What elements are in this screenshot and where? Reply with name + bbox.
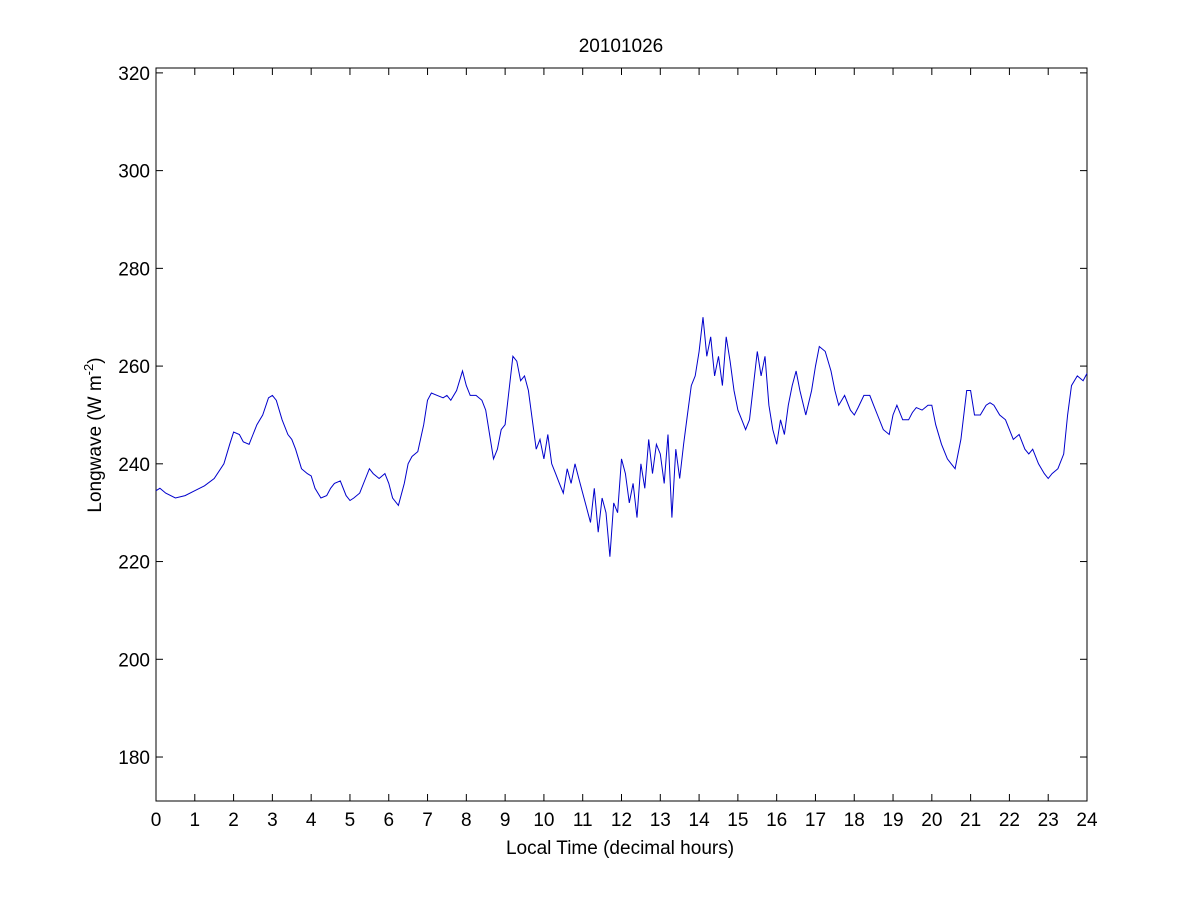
x-tick-label: 19 <box>882 810 903 831</box>
y-tick-label: 220 <box>118 553 150 574</box>
x-tick-label: 12 <box>611 810 632 831</box>
x-tick-label: 18 <box>844 810 865 831</box>
x-tick-label: 24 <box>1076 810 1098 831</box>
chart-title: 20101026 <box>579 36 664 57</box>
y-axis-label: Longwave (W m-2) <box>81 357 106 512</box>
x-tick-label: 6 <box>383 810 394 831</box>
x-tick-label: 1 <box>190 810 201 831</box>
y-tick-label: 280 <box>118 259 150 280</box>
x-tick-label: 7 <box>422 810 433 831</box>
y-tick-label: 200 <box>118 650 150 671</box>
x-axis-label: Local Time (decimal hours) <box>506 838 734 859</box>
x-tick-label: 4 <box>306 810 317 831</box>
x-tick-label: 13 <box>650 810 671 831</box>
y-axis-label-main: Longwave (W m <box>85 375 106 512</box>
x-tick-label: 5 <box>345 810 356 831</box>
x-tick-label: 16 <box>766 810 787 831</box>
x-tick-label: 22 <box>999 810 1020 831</box>
y-axis-label-suffix: ) <box>85 357 106 363</box>
x-tick-label: 0 <box>151 810 162 831</box>
x-tick-label: 15 <box>727 810 748 831</box>
y-tick-label: 320 <box>118 64 150 85</box>
x-tick-label: 8 <box>461 810 472 831</box>
x-tick-label: 21 <box>960 810 981 831</box>
x-tick-label: 14 <box>689 810 711 831</box>
y-tick-label: 260 <box>118 357 150 378</box>
x-tick-label: 9 <box>500 810 511 831</box>
x-tick-label: 23 <box>1038 810 1059 831</box>
x-tick-label: 11 <box>573 810 593 831</box>
x-tick-label: 2 <box>228 810 239 831</box>
x-tick-label: 17 <box>805 810 826 831</box>
x-tick-label: 3 <box>267 810 278 831</box>
y-tick-label: 300 <box>118 162 150 183</box>
y-tick-label: 180 <box>118 748 150 769</box>
y-axis-label-superscript: -2 <box>81 364 96 376</box>
x-tick-label: 20 <box>921 810 942 831</box>
x-tick-label: 10 <box>533 810 554 831</box>
y-tick-label: 240 <box>118 455 150 476</box>
